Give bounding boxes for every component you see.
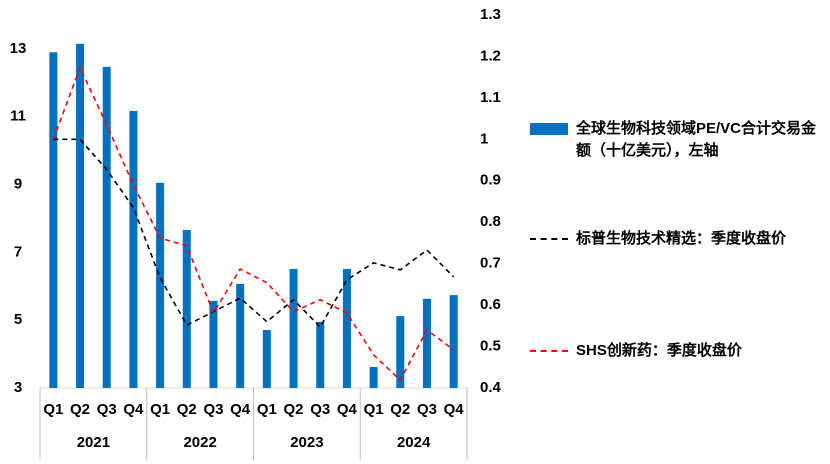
y2-tick-label: 0.7 bbox=[480, 255, 501, 272]
x-tick-label: Q2 bbox=[177, 401, 197, 418]
y-tick-label: 11 bbox=[10, 108, 26, 125]
line bbox=[53, 138, 455, 329]
x-tick-label: Q4 bbox=[444, 401, 465, 418]
y-tick-label: 13 bbox=[10, 40, 27, 57]
legend-label: SHS创新药：季度收盘价 bbox=[576, 342, 742, 359]
group-label: 2024 bbox=[397, 434, 431, 451]
group-label: 2022 bbox=[183, 434, 216, 451]
x-tick-label: Q4 bbox=[230, 401, 251, 418]
y2-tick-label: 1.3 bbox=[480, 6, 501, 23]
bar bbox=[342, 268, 351, 388]
y2-tick-label: 0.9 bbox=[480, 172, 501, 189]
legend-label: 标普生物技术精选：季度收盘价 bbox=[576, 230, 787, 247]
legend-entry: 标普生物技术精选：季度收盘价 bbox=[530, 228, 828, 250]
bar bbox=[289, 268, 298, 388]
x-tick-label: Q3 bbox=[310, 401, 330, 418]
y2-tick-label: 1 bbox=[480, 130, 488, 147]
line bbox=[52, 65, 455, 382]
bar bbox=[49, 52, 58, 389]
x-tick-label: Q1 bbox=[364, 401, 384, 418]
y2-tick-label: 0.4 bbox=[480, 379, 502, 396]
x-tick-label: Q1 bbox=[150, 401, 170, 418]
bar bbox=[449, 295, 458, 388]
legend-swatch bbox=[530, 238, 568, 240]
x-tick-label: Q2 bbox=[390, 401, 410, 418]
x-tick-label: Q3 bbox=[97, 401, 117, 418]
y2-tick-label: 0.6 bbox=[480, 296, 501, 313]
bar bbox=[102, 66, 111, 388]
x-tick-label: Q2 bbox=[70, 401, 90, 418]
y2-tick-label: 0.5 bbox=[480, 338, 501, 355]
y2-tick-label: 1.1 bbox=[480, 89, 501, 106]
y-tick-label: 7 bbox=[14, 243, 22, 260]
group-label: 2021 bbox=[77, 434, 110, 451]
legend-entry: SHS创新药：季度收盘价 bbox=[530, 340, 828, 362]
bar bbox=[422, 298, 431, 388]
x-tick-label: Q3 bbox=[203, 401, 223, 418]
x-tick-label: Q2 bbox=[284, 401, 304, 418]
bar bbox=[236, 283, 245, 388]
x-tick-label: Q3 bbox=[417, 401, 437, 418]
legend-swatch bbox=[530, 123, 568, 135]
y-tick-label: 9 bbox=[14, 176, 22, 193]
bar bbox=[396, 316, 405, 388]
bar bbox=[156, 182, 165, 388]
x-tick-label: Q4 bbox=[123, 401, 144, 418]
bar bbox=[262, 330, 271, 388]
bar bbox=[76, 43, 85, 389]
y2-tick-label: 0.8 bbox=[480, 213, 501, 230]
y-tick-label: 3 bbox=[14, 379, 22, 396]
bar bbox=[129, 110, 138, 388]
legend-entry: 全球生物科技领域PE/VC合计交易金额（十亿美元），左轴 bbox=[530, 118, 828, 162]
bar bbox=[369, 366, 378, 388]
y-tick-label: 5 bbox=[14, 311, 22, 328]
legend-swatch bbox=[530, 350, 568, 352]
x-tick-label: Q4 bbox=[337, 401, 358, 418]
bar bbox=[182, 229, 191, 388]
y2-tick-label: 1.2 bbox=[480, 47, 501, 64]
bar bbox=[209, 300, 218, 388]
x-tick-label: Q1 bbox=[257, 401, 277, 418]
legend-label: 全球生物科技领域PE/VC合计交易金额（十亿美元），左轴 bbox=[576, 120, 817, 159]
bar bbox=[316, 321, 325, 388]
group-label: 2023 bbox=[290, 434, 323, 451]
x-tick-label: Q1 bbox=[43, 401, 63, 418]
